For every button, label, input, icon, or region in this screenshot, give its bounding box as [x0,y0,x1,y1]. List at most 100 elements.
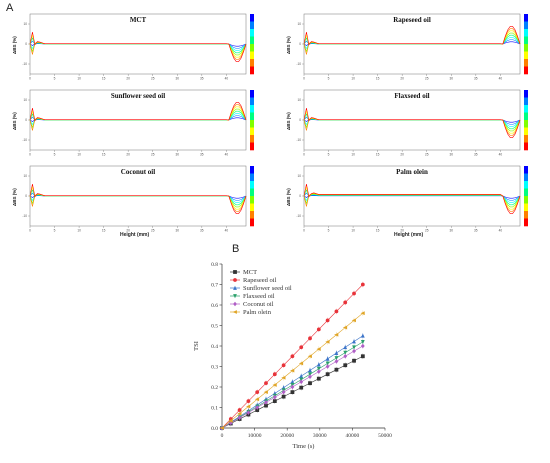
colorbar-segment [250,14,254,22]
y-tick-label: 0.3 [211,365,218,371]
subplot-svg: -10 0 10 0 5 10 15 20 25 30 35 40 MCT [22,13,254,81]
data-point [308,374,312,380]
x-tick-label: 40000 [346,433,360,439]
backscatter-curve [29,183,247,214]
data-point [342,325,348,330]
colorbar-segment [524,203,528,212]
x-tick-label: 35 [474,77,478,81]
x-tick-label: 25 [151,229,155,233]
data-point [343,353,348,359]
x-tick-label: 40 [225,77,229,81]
data-point [343,363,348,368]
colorbar-segment [524,181,528,189]
x-tick-label: 40 [499,77,503,81]
subplot-y-axis-label: ΔBS (%) [12,188,17,206]
x-tick-label: 0 [303,153,305,157]
colorbar-segment [250,112,254,121]
backscatter-curve [303,189,521,206]
data-point [272,383,277,387]
data-point [308,381,312,386]
data-point [264,403,268,408]
series-group [219,310,365,430]
y-tick-label: 0 [25,194,27,198]
y-tick-label: -10 [22,62,27,66]
x-tick-label: 15 [102,77,106,81]
backscatter-curve [303,28,521,55]
subplot-y-axis-label: ΔBS (%) [12,112,17,130]
colorbar-segment [250,203,254,212]
colorbar-segment [524,105,528,113]
tsi-chart: 0.0 0.1 0.2 0.3 0.4 0.5 0.6 0.7 0.8 0 10000 20000 30… [190,250,400,458]
x-tick-label: 10 [77,229,81,233]
data-point [316,376,321,381]
backscatter-curve [303,109,521,134]
data-point [360,311,365,316]
panel-label-b: B [232,243,240,255]
colorbar-segment [524,135,528,143]
x-tick-label: 35 [200,229,204,233]
backscatter-curve [303,117,521,136]
y-tick-label: -10 [22,138,27,142]
x-tick-label: 20 [126,229,130,233]
y-tick-label: 0 [25,118,27,122]
colorbar-segment [524,166,528,174]
y-tick-label: 10 [297,98,301,102]
data-point [325,372,330,377]
data-point [334,356,339,361]
x-tick-label: 20 [400,229,404,233]
x-tick-label: 30 [175,77,179,81]
backscatter-curve [29,31,247,62]
x-tick-label: 5 [328,229,330,233]
x-tick-label: 20000 [280,433,294,439]
data-point [246,404,251,409]
data-point [360,333,365,338]
data-point [298,361,304,366]
data-point [290,368,295,373]
x-tick-label: 30 [449,229,453,233]
data-point [254,397,260,402]
backscatter-curve [303,195,521,199]
backscatter-curve [29,113,247,126]
colorbar-segment [250,196,254,204]
x-tick-label: 5 [54,229,56,233]
backscatter-curve [303,34,521,45]
data-point [325,318,330,323]
x-tick-label: 20 [400,153,404,157]
colorbar-segment [524,112,528,121]
x-tick-label: 25 [151,77,155,81]
subplot-y-axis-label: ΔBS (%) [286,188,291,206]
backscatter-curve [29,189,247,206]
data-point [281,389,286,395]
colorbar-segment [524,59,528,67]
backscatter-curve [29,102,247,122]
data-point [352,345,356,350]
subplot-svg: -10 0 10 0 5 10 15 20 25 30 35 40 Palm olein [296,165,528,233]
backscatter-curve [29,106,247,122]
series-group [220,281,365,430]
colorbar-segment [524,51,528,60]
backscatter-curve [29,42,247,56]
x-tick-label: 20 [126,153,130,157]
backscatter-curve [29,110,247,121]
data-point [272,394,277,400]
panel-label-a: A [6,2,14,14]
data-point [237,408,242,412]
colorbar-segment [524,211,528,219]
backscatter-curve [303,113,521,130]
data-point [299,385,304,390]
subplot-svg: -10 0 10 0 5 10 15 20 25 30 35 40 Coconut oil [22,165,254,233]
colorbar-segment [250,181,254,189]
colorbar-segment [250,218,254,227]
colorbar-segment [250,51,254,60]
y-tick-label: 0 [25,42,27,46]
y-tick-label: 0.0 [211,426,218,432]
y-tick-label: 0.4 [211,344,218,350]
y-tick-label: 0.5 [211,324,218,330]
subplot-x-axis-label: Height (mm) [394,232,424,238]
x-tick-label: 35 [474,229,478,233]
data-point [308,336,312,341]
colorbar-segment [524,218,528,227]
backscatter-curve [29,104,247,131]
legend-label: Palm olein [243,309,272,316]
colorbar-segment [250,135,254,143]
